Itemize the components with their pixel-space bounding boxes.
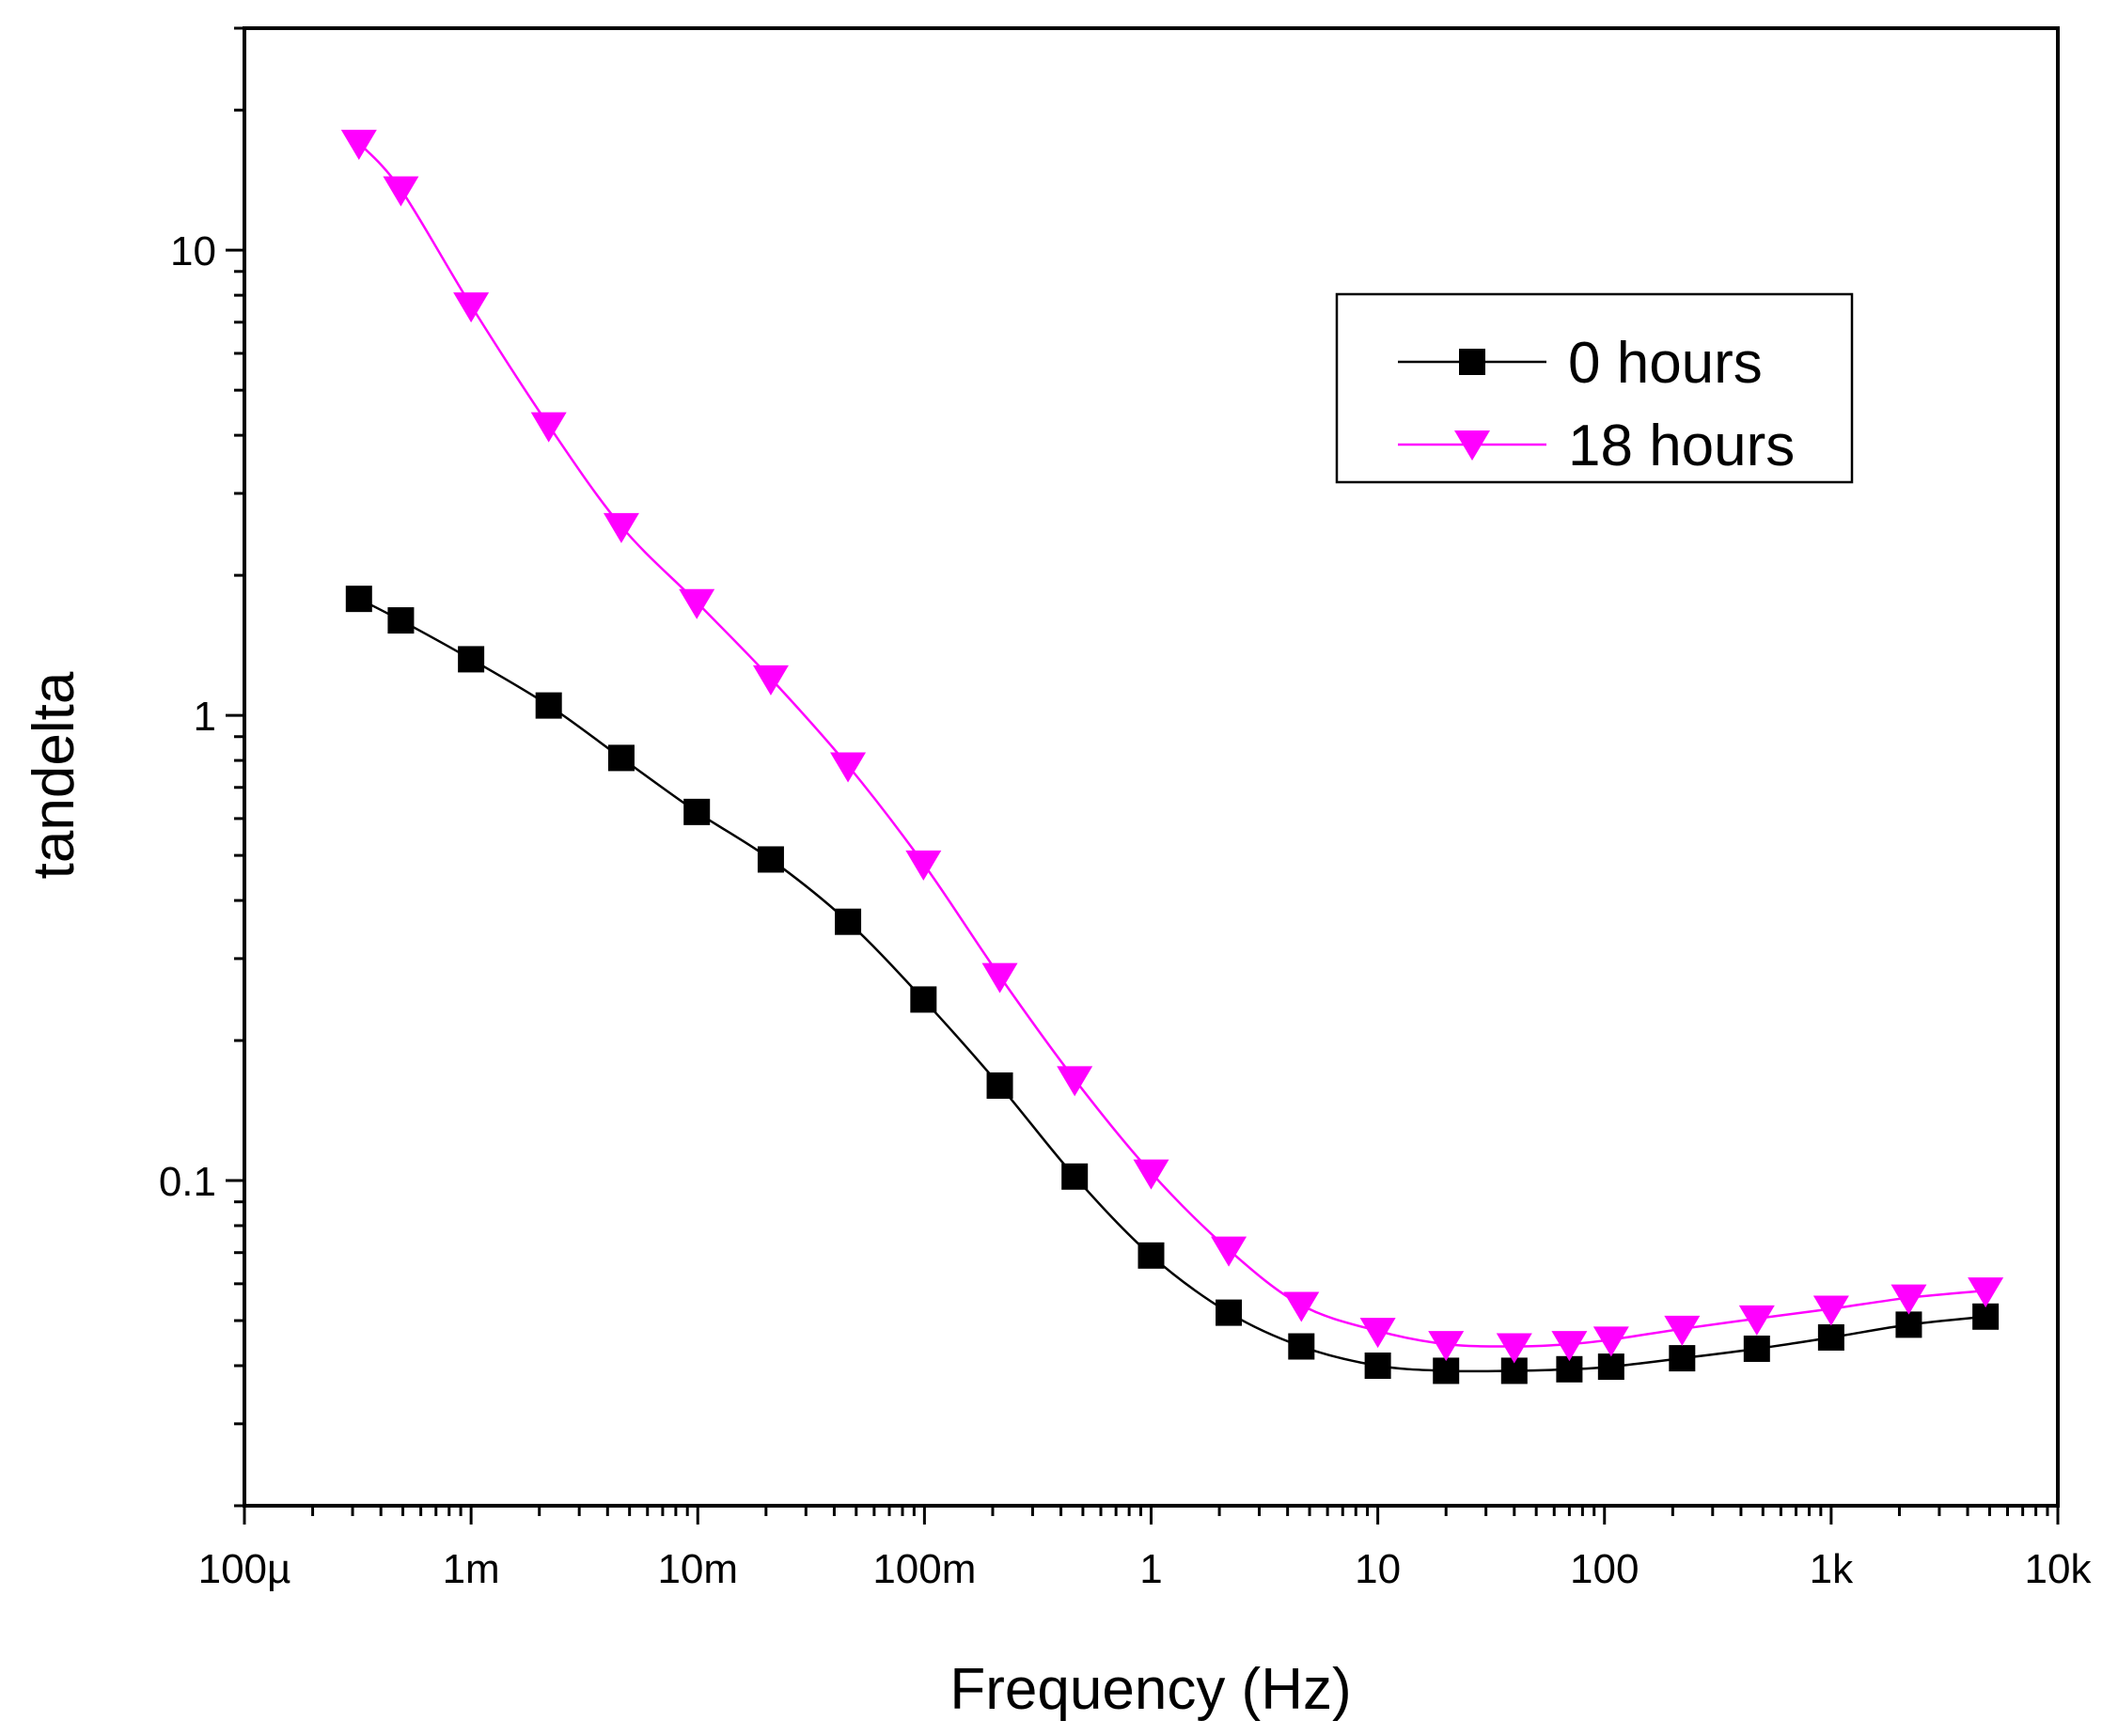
data-point-0-hours bbox=[1972, 1303, 2000, 1330]
data-point-0-hours bbox=[1743, 1335, 1770, 1362]
data-point-18-hours bbox=[1211, 1236, 1247, 1267]
data-point-18-hours bbox=[340, 130, 377, 161]
x-axis-tick-labels: 100µ 1m 10m 100m 1 10 100 1k 10k bbox=[198, 1546, 2093, 1592]
data-point-18-hours bbox=[1968, 1277, 2004, 1308]
x-tick-label: 1 bbox=[1139, 1546, 1162, 1592]
y-tick-label: 0.1 bbox=[159, 1159, 216, 1205]
x-tick-label: 100 bbox=[1570, 1546, 1639, 1592]
x-tick-label: 1m bbox=[443, 1546, 500, 1592]
data-point-0-hours bbox=[1216, 1299, 1243, 1326]
data-point-0-hours bbox=[1895, 1311, 1922, 1338]
data-point-18-hours bbox=[1496, 1333, 1532, 1364]
data-point-18-hours bbox=[981, 962, 1018, 993]
x-tick-label: 100µ bbox=[198, 1546, 291, 1592]
data-point-0-hours bbox=[1669, 1345, 1696, 1372]
data-point-0-hours bbox=[1364, 1353, 1391, 1380]
x-tick-label: 1k bbox=[1810, 1546, 1854, 1592]
data-point-0-hours bbox=[986, 1072, 1013, 1100]
data-point-0-hours bbox=[1061, 1163, 1089, 1190]
legend-marker-18-hours bbox=[1454, 430, 1490, 461]
data-point-18-hours bbox=[1057, 1066, 1093, 1097]
data-point-0-hours bbox=[607, 744, 635, 772]
data-point-18-hours bbox=[1592, 1326, 1629, 1357]
plot-frame bbox=[243, 26, 2060, 1508]
y-axis-ticks bbox=[226, 26, 244, 1508]
series-layer bbox=[340, 130, 2004, 1384]
y-axis-title: tandelta bbox=[22, 671, 86, 879]
data-point-18-hours bbox=[383, 176, 419, 207]
legend: 0 hours 18 hours bbox=[1335, 292, 1854, 484]
series-line-0-hours bbox=[358, 598, 1986, 1373]
legend-label-0-hours: 0 hours bbox=[1568, 331, 1763, 396]
data-point-0-hours bbox=[1288, 1333, 1315, 1360]
data-point-0-hours bbox=[757, 846, 784, 873]
data-point-0-hours bbox=[345, 586, 372, 613]
data-point-0-hours bbox=[1817, 1323, 1844, 1351]
y-tick-label: 10 bbox=[170, 228, 216, 274]
data-point-0-hours bbox=[835, 908, 862, 935]
data-point-18-hours bbox=[752, 665, 789, 696]
data-point-18-hours bbox=[453, 292, 490, 323]
data-point-0-hours bbox=[535, 692, 562, 719]
data-point-18-hours bbox=[679, 588, 715, 619]
x-axis-ticks bbox=[243, 1506, 2060, 1525]
legend-label-18-hours: 18 hours bbox=[1568, 414, 1795, 478]
data-point-18-hours bbox=[1133, 1159, 1169, 1190]
data-point-18-hours bbox=[1812, 1295, 1849, 1326]
x-tick-label: 100m bbox=[872, 1546, 976, 1592]
data-point-0-hours bbox=[683, 798, 711, 825]
data-point-18-hours bbox=[603, 512, 639, 543]
data-point-0-hours bbox=[1137, 1242, 1165, 1269]
x-tick-label: 10m bbox=[657, 1546, 738, 1592]
data-point-0-hours bbox=[910, 986, 937, 1013]
data-point-0-hours bbox=[1597, 1353, 1624, 1381]
data-point-18-hours bbox=[530, 412, 567, 443]
y-axis-tick-labels: 0.1 1 10 bbox=[159, 228, 216, 1205]
data-point-0-hours bbox=[387, 607, 415, 634]
data-point-18-hours bbox=[1891, 1284, 1927, 1315]
legend-marker-0-hours bbox=[1459, 349, 1485, 375]
x-tick-label: 10k bbox=[2025, 1546, 2093, 1592]
data-point-18-hours bbox=[905, 850, 942, 881]
x-axis-title: Frequency (Hz) bbox=[949, 1657, 1351, 1722]
data-point-18-hours bbox=[1664, 1315, 1701, 1346]
x-tick-label: 10 bbox=[1355, 1546, 1401, 1592]
data-point-18-hours bbox=[830, 752, 867, 783]
data-point-18-hours bbox=[1738, 1305, 1775, 1336]
data-point-0-hours bbox=[1433, 1357, 1460, 1384]
legend-box bbox=[1335, 292, 1854, 484]
data-point-18-hours bbox=[1359, 1318, 1396, 1349]
data-point-18-hours bbox=[1283, 1291, 1320, 1322]
y-tick-label: 1 bbox=[194, 694, 216, 740]
data-point-18-hours bbox=[1428, 1331, 1465, 1362]
data-point-0-hours bbox=[458, 646, 485, 673]
data-point-18-hours bbox=[1551, 1331, 1588, 1362]
